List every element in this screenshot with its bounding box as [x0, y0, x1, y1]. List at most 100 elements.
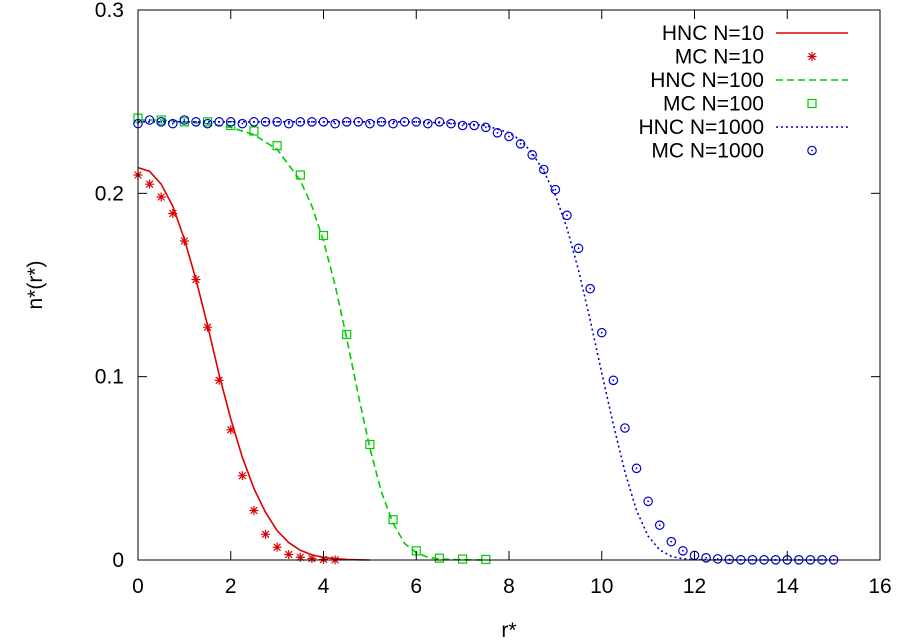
- x-tick-label: 12: [683, 575, 706, 598]
- series-5-point: [411, 117, 422, 127]
- legend-swatch-marker: [807, 98, 817, 109]
- series-5-point: [399, 117, 410, 127]
- series-1-point: [191, 275, 201, 284]
- series-1-point: [295, 552, 305, 562]
- marker-ring: [318, 117, 329, 127]
- series-4-line: [138, 121, 834, 561]
- marker-dot: [647, 500, 650, 503]
- marker-ring: [678, 546, 688, 556]
- marker-ring: [423, 118, 433, 129]
- marker-ring: [260, 117, 271, 127]
- series-5-point: [376, 117, 387, 127]
- series-5-point: [631, 463, 642, 474]
- series-5-point: [330, 118, 340, 129]
- series-5-point: [446, 118, 456, 129]
- series-1-point: [249, 506, 259, 515]
- marker-dot: [577, 247, 580, 250]
- marker-dot: [415, 120, 418, 123]
- series-3-point: [318, 230, 329, 241]
- series-5-point: [585, 283, 595, 294]
- marker-dot: [484, 126, 487, 129]
- marker-ring: [295, 117, 306, 127]
- series-3-point: [272, 141, 282, 151]
- marker-dot: [531, 153, 534, 156]
- marker-ring: [307, 117, 317, 127]
- series-5-point: [144, 115, 155, 125]
- marker-dot: [600, 331, 603, 334]
- series-5-point: [573, 243, 584, 254]
- marker-ring: [469, 120, 480, 131]
- marker-ring: [156, 117, 166, 127]
- marker-dot: [542, 168, 545, 171]
- y-axis-label: n*(r*): [24, 260, 47, 309]
- marker-dot: [473, 124, 476, 127]
- series-1-point: [179, 236, 189, 246]
- marker-ring: [249, 117, 259, 127]
- marker-ring: [481, 122, 491, 133]
- series-5-point: [191, 117, 201, 127]
- marker-ring: [608, 375, 619, 386]
- x-tick-label: 2: [225, 575, 237, 598]
- x-tick-label: 0: [132, 575, 144, 598]
- series-5-point: [666, 536, 677, 547]
- marker-dot: [345, 120, 348, 123]
- series-5-point: [318, 117, 329, 127]
- legend-swatch-marker: [807, 52, 817, 61]
- x-tick-label: 10: [590, 575, 613, 598]
- legend-label: HNC N=10: [662, 22, 764, 45]
- series-3-point: [481, 554, 491, 565]
- legend-label: HNC N=100: [650, 69, 764, 92]
- series-1-point: [272, 542, 282, 552]
- marker-dot: [635, 467, 638, 470]
- series-5-point: [295, 117, 306, 127]
- marker-dot: [241, 122, 244, 125]
- marker-ring: [167, 118, 178, 129]
- marker-dot: [171, 122, 174, 125]
- series-1-point: [203, 322, 213, 332]
- series-5-point: [469, 120, 480, 131]
- series-5-point: [562, 210, 572, 221]
- series-5-point: [237, 118, 248, 129]
- series-5-point: [214, 117, 224, 127]
- marker-dot: [589, 287, 592, 290]
- y-tick-label: 0.2: [95, 182, 124, 205]
- marker-dot: [183, 119, 186, 121]
- marker-dot: [218, 120, 221, 123]
- series-5-point: [423, 118, 433, 129]
- series-5-point: [527, 150, 537, 160]
- series-5-point: [341, 117, 352, 127]
- marker-dot: [253, 120, 255, 123]
- series-5-points: [133, 115, 839, 565]
- series-3-point: [388, 515, 398, 525]
- marker-ring: [701, 552, 711, 563]
- marker-ring: [365, 118, 375, 129]
- series-0-line: [137, 166, 370, 561]
- series-5-point: [596, 327, 607, 338]
- marker-ring: [179, 115, 190, 125]
- series-5-point: [365, 118, 375, 129]
- series-5-point: [283, 118, 294, 129]
- legend-label: MC N=1000: [651, 140, 764, 163]
- marker-ring: [434, 117, 445, 127]
- series-5-point: [307, 117, 317, 127]
- marker-dot: [357, 120, 360, 123]
- series-1-point: [214, 375, 224, 385]
- series-5-point: [225, 117, 236, 127]
- series-3-point: [249, 126, 259, 136]
- marker-dot: [508, 135, 510, 138]
- marker-dot: [705, 556, 707, 559]
- marker-ring: [376, 117, 387, 127]
- marker-ring: [724, 554, 735, 565]
- marker-ring: [214, 117, 224, 127]
- marker-dot: [276, 120, 279, 123]
- series-5-point: [167, 118, 178, 129]
- marker-dot: [450, 122, 452, 125]
- ticks-layer: 0 2 4 6 8 10 12 14 16 0 0.1 0.2 0.3: [95, 0, 892, 598]
- y-tick-label: 0: [112, 549, 124, 572]
- marker-ring: [446, 118, 456, 129]
- series-3-point: [365, 439, 375, 450]
- marker-dot: [392, 122, 394, 125]
- marker-dot: [554, 188, 557, 191]
